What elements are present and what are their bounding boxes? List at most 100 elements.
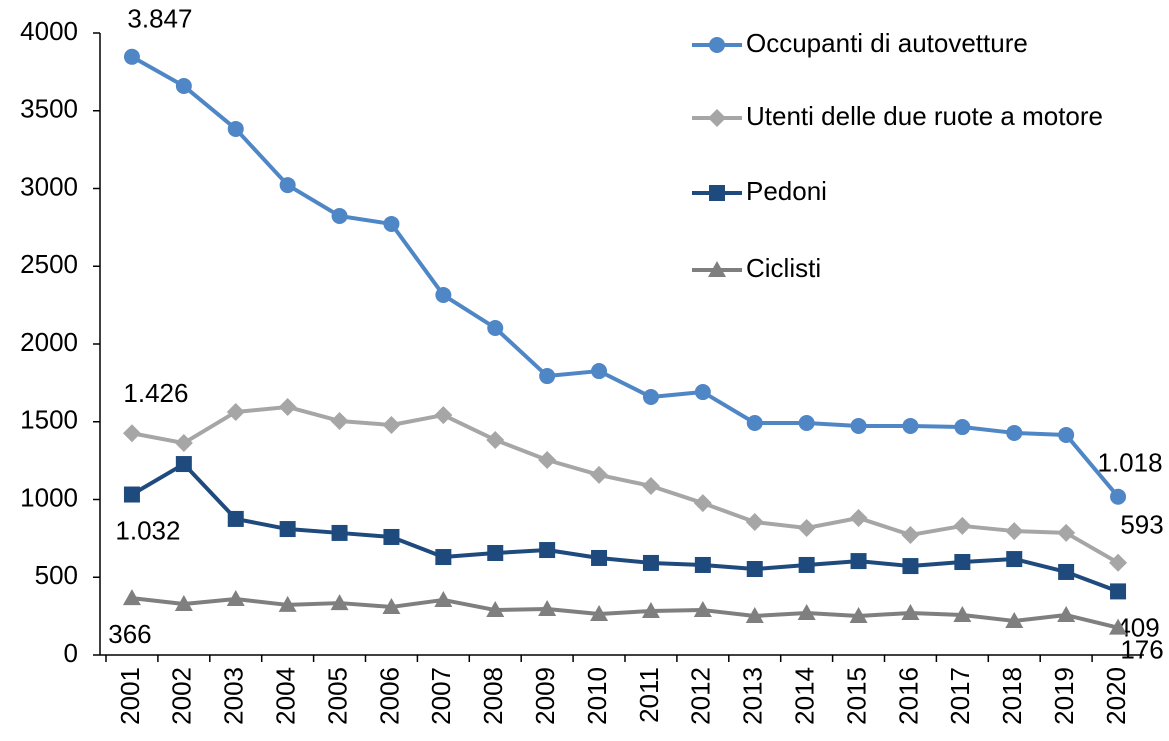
marker [642,389,659,406]
marker [798,556,815,573]
x-tick-label: 2015 [841,667,871,725]
x-tick-label: 2014 [790,667,820,725]
marker [798,414,815,431]
marker [486,430,505,449]
marker [486,601,505,618]
y-tick-label: 500 [35,560,78,590]
marker [330,411,349,430]
marker [487,319,504,336]
y-tick-label: 1500 [20,405,78,435]
marker [1005,611,1024,628]
marker [709,185,725,201]
marker [849,509,868,528]
marker [590,465,609,484]
marker [434,590,453,607]
marker [174,434,193,453]
marker [641,601,660,618]
series-line [131,596,1119,630]
marker [954,554,971,571]
marker [953,606,972,623]
x-tick-label: 2013 [738,667,768,725]
marker [278,595,297,612]
marker [123,486,140,503]
marker [226,590,245,607]
marker [797,604,816,621]
marker [1110,583,1127,600]
x-tick-label: 2008 [478,667,508,725]
marker [746,414,763,431]
marker [746,561,763,578]
marker [901,525,920,544]
x-tick-label: 2002 [167,667,197,725]
x-tick-label: 2003 [219,667,249,725]
marker [122,424,141,443]
marker [382,416,401,435]
marker [331,208,348,225]
marker [708,109,726,127]
y-tick-label: 3500 [20,94,78,124]
x-tick-label: 2007 [426,667,456,725]
marker [227,120,244,137]
x-tick-label: 2018 [997,667,1027,725]
marker [708,261,726,277]
y-tick-label: 2500 [20,249,78,279]
y-tick-label: 0 [64,638,78,668]
marker [1058,426,1075,443]
marker [123,48,140,65]
legend-label: Pedoni [746,176,827,206]
marker [1006,424,1023,441]
y-tick-label: 4000 [20,16,78,46]
data-label: 1.018 [1098,448,1163,478]
legend-label: Occupanti di autovetture [746,28,1028,58]
x-tick-label: 2011 [634,667,664,723]
marker [1006,551,1023,568]
x-tick-label: 2012 [686,667,716,725]
marker [1109,553,1128,572]
data-label: 176 [1120,635,1163,665]
marker [591,363,608,380]
series-line [131,404,1120,565]
marker [953,516,972,535]
marker [175,456,192,473]
marker [279,521,296,538]
marker [745,606,764,623]
series-line [130,55,1120,498]
marker [331,524,348,541]
data-label: 1.426 [123,378,188,408]
marker [1005,522,1024,541]
x-tick-label: 2004 [271,667,301,725]
marker [279,177,296,194]
x-tick-label: 2010 [582,667,612,725]
marker [1058,563,1075,580]
marker [278,397,297,416]
x-tick-label: 2009 [530,667,560,725]
series-line [130,462,1119,594]
marker [902,417,919,434]
marker [797,518,816,537]
marker [693,601,712,618]
marker [1109,618,1128,635]
x-tick-label: 2017 [945,667,975,725]
y-tick-label: 3000 [20,171,78,201]
marker [850,417,867,434]
y-tick-label: 2000 [20,327,78,357]
marker [434,406,453,425]
marker [330,594,349,611]
marker [435,549,452,566]
marker [954,419,971,436]
marker [539,542,556,559]
data-label: 409 [1116,612,1159,642]
marker [902,558,919,575]
x-tick-label: 2001 [115,667,145,725]
marker [382,597,401,614]
legend-label: Utenti delle due ruote a motore [746,101,1103,131]
marker [590,604,609,621]
marker [538,599,557,616]
x-tick-label: 2016 [893,667,923,725]
marker [175,78,192,95]
marker [227,510,244,527]
marker [1057,523,1076,542]
marker [693,494,712,513]
x-tick-label: 2019 [1049,667,1079,725]
